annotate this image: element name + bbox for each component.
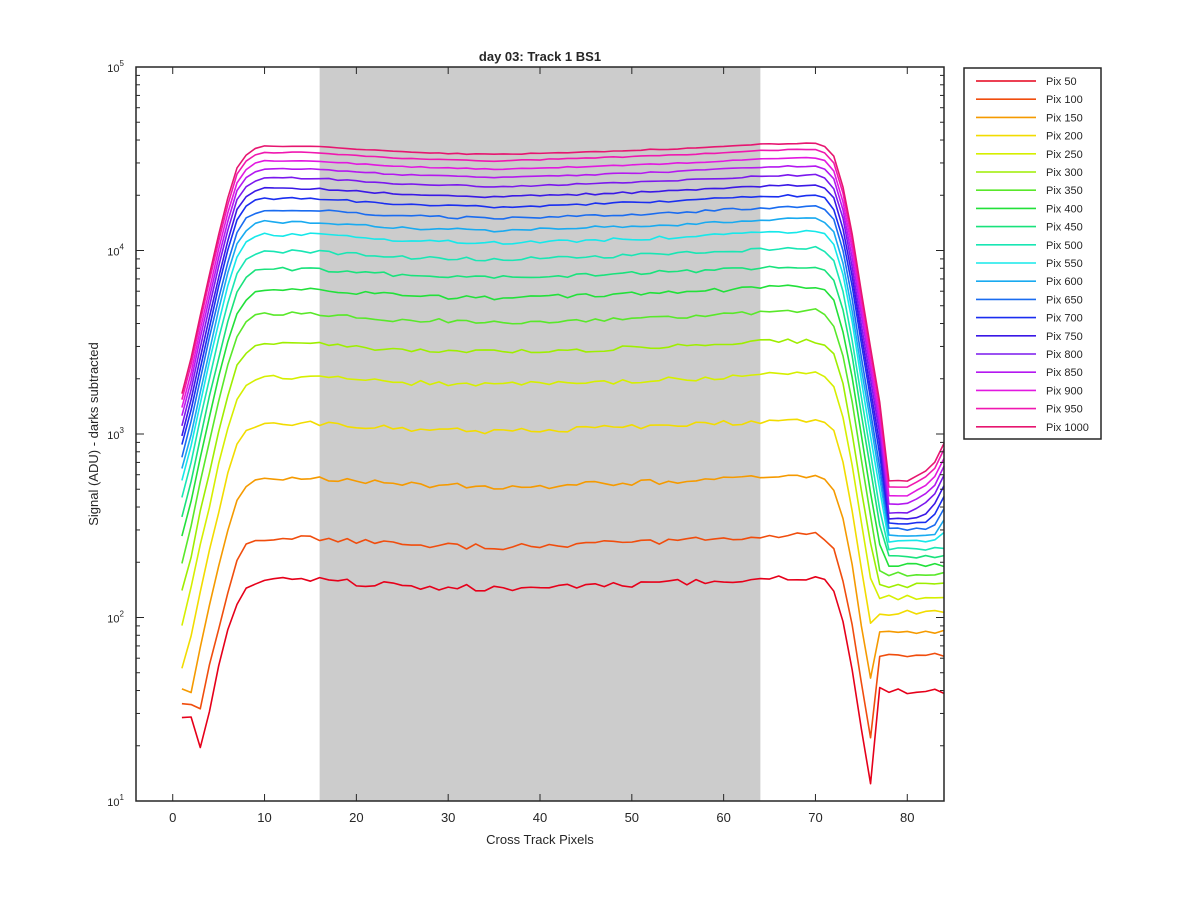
legend-label: Pix 450	[1046, 222, 1083, 234]
y-tick-label: 105	[107, 59, 124, 75]
series-line-pix-900	[181, 156, 945, 497]
y-axis-label: Signal (ADU) - darks subtracted	[86, 342, 101, 526]
x-tick-label: 30	[441, 810, 455, 825]
y-tick-label: 101	[107, 793, 124, 809]
series-line-pix-500	[181, 245, 945, 551]
y-tick-label: 104	[107, 243, 124, 259]
series-line-pix-950	[181, 148, 945, 488]
legend-label: Pix 900	[1046, 385, 1083, 397]
shaded-region	[319, 67, 761, 801]
series-line-pix-100	[181, 531, 945, 739]
series-line-pix-600	[181, 217, 945, 537]
legend-label: Pix 300	[1046, 167, 1083, 179]
series-line-pix-650	[181, 204, 945, 531]
legend-label: Pix 200	[1046, 131, 1083, 143]
legend-label: Pix 650	[1046, 294, 1083, 306]
x-tick-label: 10	[257, 810, 271, 825]
x-tick-label: 70	[808, 810, 822, 825]
legend-label: Pix 950	[1046, 404, 1083, 416]
legend-label: Pix 1000	[1046, 422, 1089, 434]
legend-label: Pix 850	[1046, 367, 1083, 379]
series-line-pix-350	[181, 308, 945, 577]
series-line-pix-550	[181, 229, 945, 543]
x-axis-label: Cross Track Pixels	[486, 832, 594, 847]
x-tick-label: 40	[533, 810, 547, 825]
legend-box	[963, 67, 1102, 440]
series-layer	[181, 142, 945, 785]
x-tick-label: 20	[349, 810, 363, 825]
legend-label: Pix 750	[1046, 331, 1083, 343]
legend-label: Pix 100	[1046, 94, 1083, 106]
series-line-pix-750	[181, 184, 945, 520]
series-line-pix-1000	[181, 142, 945, 482]
legend-label: Pix 500	[1046, 240, 1083, 252]
legend-label: Pix 150	[1046, 112, 1083, 124]
series-line-pix-850	[181, 165, 945, 506]
legend-label: Pix 250	[1046, 149, 1083, 161]
legend-label: Pix 800	[1046, 349, 1083, 361]
series-line-pix-450	[181, 265, 945, 559]
x-tick-label: 50	[625, 810, 639, 825]
legend-label: Pix 700	[1046, 313, 1083, 325]
y-tick-label: 102	[107, 610, 124, 626]
series-line-pix-250	[181, 371, 945, 626]
series-line-pix-800	[181, 173, 945, 514]
tick-layer: 0 10 20 30 40 50 60 70 80 101 102 103 104 105	[107, 59, 944, 825]
series-line-pix-50	[181, 575, 945, 785]
x-tick-label: 60	[716, 810, 730, 825]
x-tick-label: 80	[900, 810, 914, 825]
series-line-pix-300	[181, 338, 945, 591]
x-tick-label: 0	[169, 810, 176, 825]
y-tick-label: 103	[107, 426, 124, 442]
legend-label: Pix 350	[1046, 185, 1083, 197]
shaded-region-layer	[319, 67, 761, 801]
chart-title: day 03: Track 1 BS1	[479, 49, 601, 64]
legend: Pix 50 Pix 100 Pix 150 Pix 200 Pix 250 Pix 30…	[963, 67, 1102, 440]
series-line-pix-150	[181, 474, 945, 694]
legend-label: Pix 50	[1046, 76, 1077, 88]
series-line-pix-700	[181, 194, 945, 525]
legend-label: Pix 400	[1046, 203, 1083, 215]
series-line-pix-200	[181, 418, 945, 669]
legend-items: Pix 50 Pix 100 Pix 150 Pix 200 Pix 250 Pix 30…	[976, 76, 1089, 434]
legend-label: Pix 600	[1046, 276, 1083, 288]
series-line-pix-400	[181, 284, 945, 568]
legend-label: Pix 550	[1046, 258, 1083, 270]
